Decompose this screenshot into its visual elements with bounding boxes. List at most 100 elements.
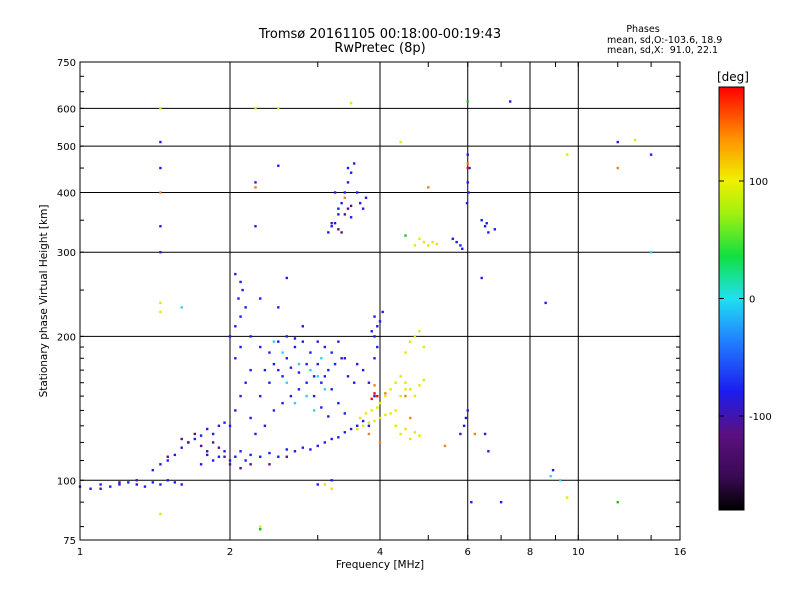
data-point <box>249 335 252 338</box>
data-point <box>159 140 162 144</box>
data-point <box>355 424 359 428</box>
data-point <box>376 406 379 409</box>
data-point <box>373 315 376 318</box>
data-point <box>451 237 455 241</box>
data-point <box>565 496 569 499</box>
data-point <box>549 474 552 478</box>
data-point <box>151 481 155 484</box>
data-point <box>254 186 257 189</box>
data-point <box>333 222 337 225</box>
data-point <box>316 362 319 366</box>
data-point <box>309 448 312 451</box>
x-axis-label: Frequency [MHz] <box>336 559 424 571</box>
data-point <box>465 201 469 205</box>
data-point <box>330 225 333 228</box>
data-point <box>268 381 271 384</box>
data-point <box>99 483 102 486</box>
data-point <box>418 434 421 437</box>
data-point <box>361 419 365 423</box>
data-point <box>99 487 102 490</box>
data-point <box>166 455 169 458</box>
data-point <box>559 479 562 482</box>
data-point <box>312 375 316 378</box>
data-point <box>285 455 288 458</box>
data-point <box>127 481 130 484</box>
data-point <box>461 247 464 250</box>
data-point <box>254 107 257 110</box>
data-point <box>427 244 430 247</box>
data-point <box>320 406 323 409</box>
data-point <box>337 213 340 216</box>
y-tick-label: 400 <box>57 188 76 199</box>
data-point <box>422 240 426 244</box>
data-point <box>565 153 569 156</box>
data-point <box>389 412 392 415</box>
data-point <box>373 335 376 338</box>
data-point <box>337 228 340 231</box>
data-point <box>228 424 232 428</box>
data-point <box>305 362 308 366</box>
data-point <box>384 392 387 395</box>
data-point <box>376 345 379 349</box>
data-point <box>373 357 376 360</box>
data-point <box>333 191 337 194</box>
data-point <box>268 463 271 466</box>
data-point <box>239 394 242 398</box>
data-point <box>323 483 327 486</box>
chart-title: Tromsø 20161105 00:18:00-00:19:43 <box>258 27 501 42</box>
data-point <box>355 362 359 366</box>
data-point <box>399 394 402 398</box>
data-point <box>244 306 247 309</box>
data-point <box>316 375 319 378</box>
data-point <box>277 455 280 458</box>
data-point <box>228 459 232 462</box>
data-point <box>301 340 305 343</box>
data-point <box>272 362 276 366</box>
data-point <box>259 297 262 300</box>
x-tick-label: 2 <box>227 547 233 558</box>
data-point <box>404 427 407 431</box>
data-point <box>427 186 430 189</box>
data-point <box>346 207 350 210</box>
y-tick-label: 300 <box>57 248 76 259</box>
data-point <box>337 340 340 343</box>
data-point <box>466 153 469 156</box>
data-point <box>431 240 434 244</box>
data-point <box>394 381 397 384</box>
data-point <box>616 166 619 170</box>
data-point <box>193 432 197 436</box>
data-point <box>370 330 373 333</box>
data-point <box>305 381 308 384</box>
data-point <box>277 340 280 343</box>
data-point <box>462 424 466 428</box>
x-tick-label: 6 <box>465 547 471 558</box>
data-point <box>418 384 421 387</box>
data-point <box>205 450 209 453</box>
data-point <box>340 201 343 205</box>
data-point <box>330 222 333 225</box>
data-point <box>254 225 257 228</box>
data-point <box>413 244 417 247</box>
data-point <box>239 315 242 318</box>
data-point <box>404 394 407 398</box>
data-point <box>159 166 162 170</box>
data-point <box>316 340 319 343</box>
data-point <box>289 394 293 398</box>
data-point <box>263 424 267 428</box>
data-point <box>394 409 397 412</box>
data-point <box>361 368 365 372</box>
colorbar-label: [deg] <box>717 70 749 84</box>
data-point <box>244 381 247 384</box>
data-point <box>277 368 280 372</box>
data-point <box>483 432 487 436</box>
data-point <box>361 207 365 210</box>
data-point <box>468 166 471 170</box>
data-point <box>285 381 288 384</box>
data-point <box>413 335 417 338</box>
y-axis-label: Stationary phase Virtual Height [km] <box>38 205 50 398</box>
data-point <box>109 485 112 488</box>
data-point <box>337 401 340 405</box>
data-point <box>327 368 330 372</box>
data-point <box>499 500 503 504</box>
